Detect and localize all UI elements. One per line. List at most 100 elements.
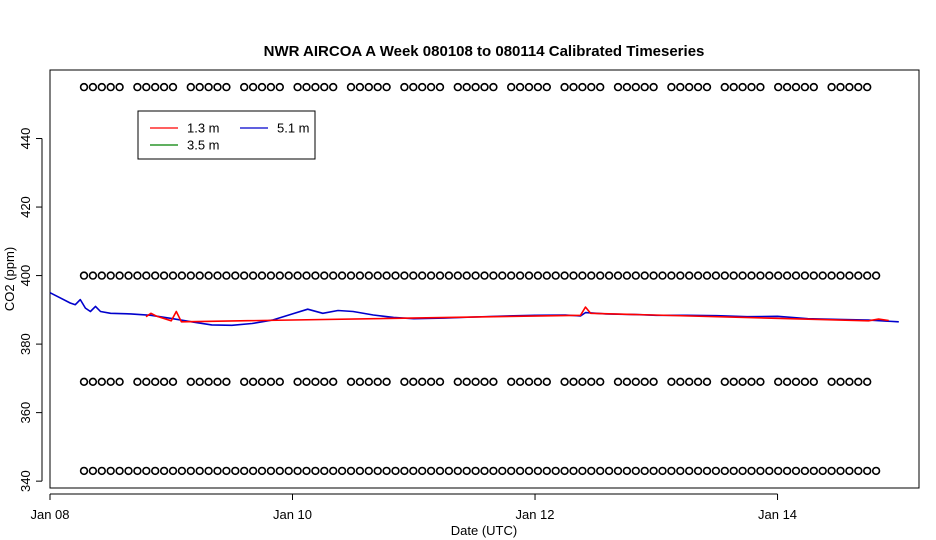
marker-point (827, 466, 836, 476)
marker-point (204, 82, 213, 92)
marker-point (151, 271, 160, 280)
marker-point (800, 377, 810, 386)
marker-point (79, 377, 89, 386)
marker-point (578, 377, 587, 386)
marker-point (435, 271, 445, 280)
marker-point (507, 377, 516, 386)
marker-point (818, 271, 827, 280)
marker-point (382, 271, 391, 280)
marker-point (453, 466, 462, 476)
marker-point (720, 466, 729, 476)
marker-point (480, 377, 489, 386)
marker-point (515, 466, 525, 476)
marker-point (426, 82, 436, 92)
x-axis-label: Date (UTC) (451, 523, 517, 538)
marker-point (800, 271, 810, 280)
marker-point (133, 82, 142, 92)
marker-point (587, 466, 596, 476)
marker-point (284, 466, 293, 476)
marker-point (782, 377, 792, 386)
marker-point (177, 271, 187, 280)
marker-point (195, 466, 204, 476)
marker-point (240, 466, 249, 476)
marker-point (320, 271, 329, 280)
marker-point (115, 466, 124, 476)
marker-point (266, 466, 276, 476)
marker-point (159, 271, 169, 280)
marker-point (684, 466, 694, 476)
marker-point (489, 82, 498, 92)
marker-point (364, 377, 373, 386)
marker-point (489, 377, 498, 386)
marker-point (756, 82, 765, 92)
marker-point (738, 377, 747, 386)
marker-point (88, 82, 98, 92)
marker-point (400, 377, 409, 386)
marker-point (836, 82, 845, 92)
marker-point (462, 271, 471, 280)
marker-point (320, 466, 329, 476)
marker-point (240, 377, 249, 386)
marker-point (373, 377, 382, 386)
marker-point (88, 271, 98, 280)
series-lines (49, 291, 899, 327)
marker-point (409, 82, 418, 92)
marker-point (426, 466, 436, 476)
x-tick-label: Jan 08 (30, 507, 69, 522)
marker-point (693, 82, 703, 92)
marker-point (364, 466, 373, 476)
marker-point (248, 271, 258, 280)
marker-point (836, 271, 845, 280)
marker-point (480, 271, 489, 280)
marker-point (142, 271, 151, 280)
marker-point (79, 466, 89, 476)
marker-point (195, 82, 204, 92)
marker-point (329, 466, 338, 476)
marker-point (435, 466, 445, 476)
marker-point (818, 466, 827, 476)
marker-point (578, 82, 587, 92)
marker-point (524, 82, 534, 92)
y-tick-label: 340 (18, 470, 33, 492)
marker-point (729, 271, 738, 280)
marker-point (275, 82, 284, 92)
marker-point (462, 82, 471, 92)
marker-point (257, 377, 267, 386)
marker-point (177, 466, 187, 476)
marker-point (711, 466, 721, 476)
marker-point (106, 466, 115, 476)
marker-point (773, 82, 783, 92)
marker-point (195, 271, 204, 280)
marker-point (827, 377, 836, 386)
marker-point (800, 466, 810, 476)
marker-point (533, 82, 543, 92)
marker-point (124, 466, 133, 476)
series-line-5-1-m (49, 291, 899, 327)
x-tick-label: Jan 12 (515, 507, 554, 522)
marker-point (862, 377, 872, 386)
marker-point (809, 377, 818, 386)
marker-point (480, 466, 489, 476)
marker-point (168, 466, 178, 476)
marker-point (329, 271, 338, 280)
marker-point (640, 466, 649, 476)
marker-point (337, 271, 347, 280)
marker-point (854, 466, 863, 476)
marker-point (524, 466, 534, 476)
marker-point (693, 377, 703, 386)
marker-point (346, 271, 356, 280)
marker-point (640, 377, 649, 386)
marker-point (809, 466, 818, 476)
marker-point (142, 377, 151, 386)
marker-point (791, 377, 801, 386)
marker-point (257, 82, 267, 92)
marker-point (489, 466, 498, 476)
marker-point (498, 271, 507, 280)
marker-point (551, 271, 560, 280)
marker-point (515, 271, 525, 280)
marker-rows (79, 82, 881, 476)
marker-point (560, 466, 569, 476)
marker-point (426, 271, 436, 280)
marker-point (106, 271, 115, 280)
marker-point (409, 271, 418, 280)
